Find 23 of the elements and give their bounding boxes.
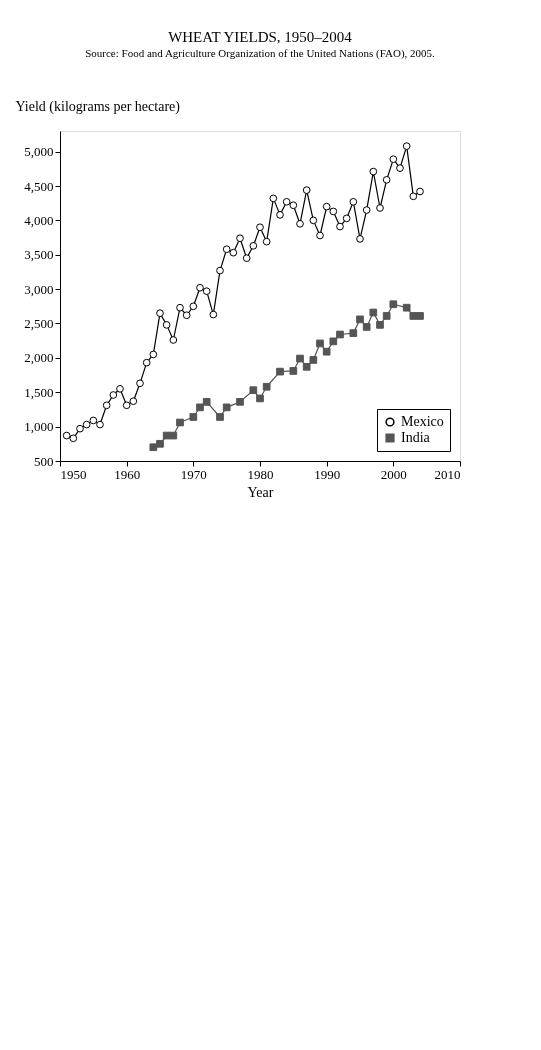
y-tick-label: 4,000 <box>24 212 54 228</box>
x-tick-label: 1990 <box>314 466 341 482</box>
x-tick-label: 1950 <box>60 466 87 482</box>
source-note: Source: Food and Agriculture Organization of the United Nations (FAO), 2005. <box>85 47 436 60</box>
x-tick-label: 1960 <box>114 466 141 482</box>
y-tick-label: 1,000 <box>24 419 54 435</box>
y-tick-label: 3,500 <box>24 247 54 263</box>
y-tick-label: 4,500 <box>24 178 54 194</box>
y-tick-label: 2,500 <box>24 316 54 331</box>
y-tick-label: 500 <box>34 453 54 469</box>
chart-title: WHEAT YIELDS, 1950–2004 <box>168 29 353 45</box>
x-tick-label: 2000 <box>380 466 407 482</box>
x-tick-label: 1970 <box>180 466 207 482</box>
legend-label: Mexico <box>401 414 444 429</box>
legend-label: India <box>401 430 431 445</box>
y-tick-label: 3,000 <box>24 281 54 297</box>
x-axis-title: Year <box>247 484 274 500</box>
y-tick-label: 5,000 <box>24 144 54 160</box>
y-axis-title: Yield (kilograms per hectare) <box>15 98 181 115</box>
y-tick-label: 2,000 <box>24 350 54 366</box>
x-tick-label: 1980 <box>247 466 274 482</box>
x-tick-label: 2010 <box>434 466 461 482</box>
y-tick-label: 1,500 <box>24 384 54 400</box>
